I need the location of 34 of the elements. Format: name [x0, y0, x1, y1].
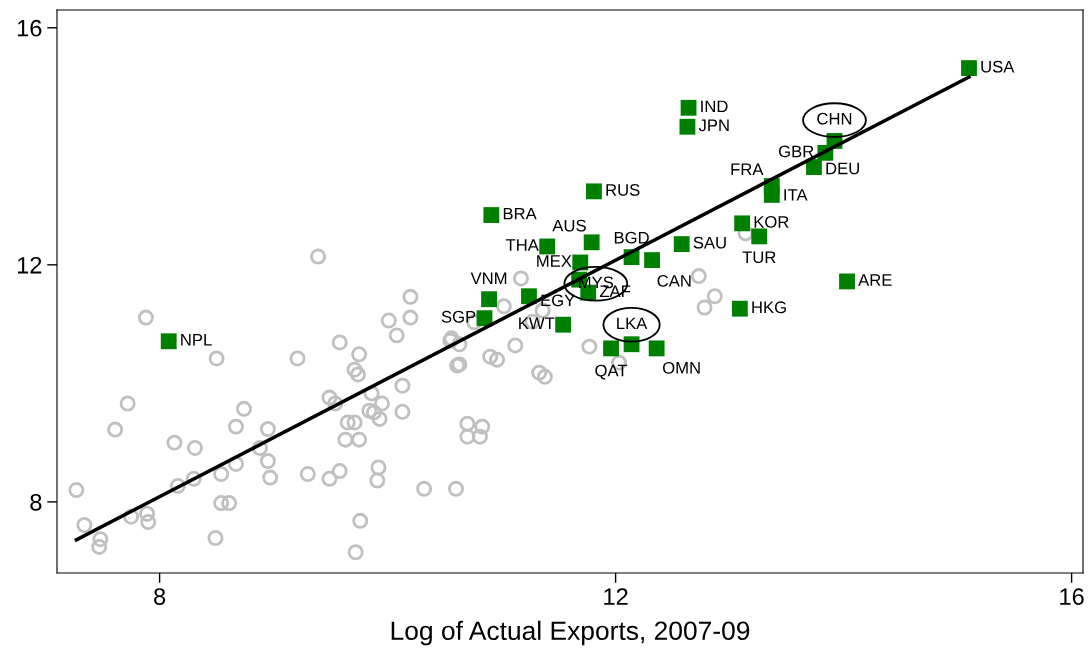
annotation: JPN [698, 119, 729, 132]
annotation: VNM [470, 272, 507, 285]
annotation: USA [981, 60, 1015, 73]
annotation: TUR [742, 251, 776, 264]
y-tick-label: 16 [17, 19, 42, 37]
x-tick-label: 8 [154, 588, 166, 605]
annotation: QAT [595, 364, 628, 380]
annotation: GBR [778, 145, 814, 158]
annotation: MEX [537, 255, 572, 267]
annotation: CHN [817, 112, 852, 125]
annotation: KOR [754, 216, 789, 228]
y-tick-label: 8 [30, 493, 42, 511]
annotation: BGD [614, 231, 649, 244]
annotation: ARE [858, 274, 892, 286]
annotation: HKG [752, 301, 786, 314]
annotation: FRA [731, 163, 764, 176]
annotation: OMN [662, 361, 700, 374]
annotation: ITA [784, 189, 808, 201]
annotation: NPL [181, 334, 212, 346]
annotation: SAU [693, 236, 726, 249]
annotation: IND [701, 100, 728, 113]
annotation: SGP [441, 310, 476, 323]
x-axis-title: Log of Actual Exports, 2007-09 [391, 620, 750, 646]
x-tick-label: 16 [1060, 588, 1084, 605]
annotation: DEU [826, 162, 859, 175]
annotation: THA [505, 239, 539, 251]
annotation: AUS [552, 219, 586, 232]
annotation: RUS [606, 184, 640, 196]
y-tick-label: 12 [17, 256, 42, 274]
annotation: LKA [617, 317, 648, 330]
annotation: BRA [503, 207, 537, 220]
annotation: CAN [657, 274, 691, 287]
annotation: KWT [519, 317, 555, 329]
x-tick-label: 12 [604, 588, 628, 605]
